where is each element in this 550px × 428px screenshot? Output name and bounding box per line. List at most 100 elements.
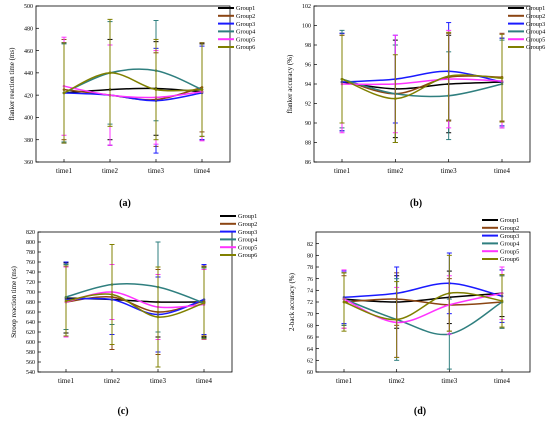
series-line-group6 bbox=[63, 72, 203, 94]
y-tick-label: 64 bbox=[307, 347, 313, 353]
x-tick-label: time1 bbox=[56, 167, 72, 175]
x-tick-label: time1 bbox=[58, 377, 74, 385]
x-tick-label: time3 bbox=[441, 167, 457, 175]
y-tick-label: 98 bbox=[305, 43, 311, 49]
y-tick-label: 66 bbox=[307, 335, 313, 341]
legend-label: Group3 bbox=[500, 233, 519, 240]
data-point bbox=[448, 291, 451, 295]
legend-label: Group1 bbox=[526, 5, 545, 12]
data-point bbox=[395, 318, 398, 321]
x-tick-label: time3 bbox=[441, 377, 457, 385]
series-line-group5 bbox=[341, 78, 503, 86]
x-tick-label: time1 bbox=[336, 377, 352, 385]
legend-label: Group3 bbox=[236, 21, 255, 28]
chart-panel-3: 540 560 580 600 620 640 660 680 700 720 740 760 780 8… bbox=[10, 213, 258, 417]
legend-label: Group1 bbox=[500, 217, 519, 224]
y-tick-label: 62 bbox=[307, 359, 313, 365]
data-point bbox=[394, 97, 397, 100]
data-point bbox=[202, 301, 206, 305]
x-tick-label: time2 bbox=[387, 167, 403, 175]
x-tick-label: time3 bbox=[148, 167, 164, 175]
y-tick-label: 760 bbox=[26, 260, 35, 266]
panel-label: (d) bbox=[414, 406, 426, 417]
x-tick-label: time4 bbox=[194, 167, 210, 175]
y-tick-label: 640 bbox=[26, 320, 35, 326]
data-point bbox=[500, 299, 504, 303]
y-tick-label: 78 bbox=[307, 265, 313, 271]
legend-label: Group3 bbox=[238, 229, 257, 236]
y-tick-label: 460 bbox=[24, 49, 33, 55]
y-tick-label: 92 bbox=[305, 102, 311, 108]
legend-label: Group6 bbox=[236, 44, 255, 51]
y-tick-label: 400 bbox=[24, 116, 33, 122]
data-point bbox=[154, 88, 158, 91]
y-axis-label: 2-back accuracy (%) bbox=[288, 272, 296, 331]
legend-label: Group2 bbox=[526, 13, 545, 20]
legend-label: Group3 bbox=[526, 21, 545, 28]
y-tick-label: 680 bbox=[26, 300, 35, 306]
x-tick-label: time1 bbox=[334, 167, 350, 175]
data-point bbox=[108, 71, 112, 75]
y-tick-label: 740 bbox=[26, 270, 35, 276]
y-axis-label: Stroop reaction time (ms) bbox=[10, 265, 18, 337]
y-tick-label: 380 bbox=[24, 138, 33, 144]
chart-panel-1: 360 380 400 420 440 460 480 500 time1 time2 time3 t… bbox=[8, 4, 256, 209]
x-tick-label: time2 bbox=[104, 377, 120, 385]
x-tick-label: time4 bbox=[494, 167, 510, 175]
y-tick-label: 86 bbox=[305, 160, 311, 166]
y-tick-label: 100 bbox=[302, 24, 311, 30]
y-tick-label: 88 bbox=[305, 141, 311, 147]
y-tick-label: 540 bbox=[26, 370, 35, 376]
y-tick-label: 76 bbox=[307, 277, 313, 283]
y-tick-label: 440 bbox=[24, 71, 33, 77]
legend-label: Group1 bbox=[236, 5, 255, 12]
y-tick-label: 620 bbox=[26, 330, 35, 336]
series-line-group5 bbox=[63, 85, 203, 99]
y-tick-label: 660 bbox=[26, 310, 35, 316]
legend-label: Group4 bbox=[238, 237, 258, 244]
y-tick-label: 560 bbox=[26, 360, 35, 366]
data-point bbox=[200, 88, 204, 91]
series-line-group6 bbox=[343, 291, 503, 321]
x-tick-label: time2 bbox=[102, 167, 118, 175]
y-tick-label: 60 bbox=[307, 370, 313, 376]
panel-label: (c) bbox=[117, 406, 128, 417]
y-tick-label: 96 bbox=[305, 63, 311, 69]
data-point bbox=[110, 293, 114, 296]
series-line-group4 bbox=[341, 78, 503, 98]
y-tick-label: 600 bbox=[26, 340, 35, 346]
legend-label: Group6 bbox=[500, 256, 519, 263]
y-tick-label: 80 bbox=[307, 254, 313, 260]
y-tick-label: 68 bbox=[307, 324, 313, 330]
legend-label: Group6 bbox=[238, 252, 257, 259]
legend-label: Group5 bbox=[238, 244, 257, 251]
y-tick-label: 720 bbox=[26, 280, 35, 286]
data-point bbox=[500, 76, 504, 80]
panel-label: (a) bbox=[119, 198, 131, 209]
series-line-group3 bbox=[65, 297, 205, 316]
chart-panel-4: 60 62 64 66 68 70 72 74 76 78 80 82 time1 time2 time3 t… bbox=[288, 217, 531, 417]
data-point bbox=[342, 300, 346, 304]
x-tick-label: time3 bbox=[150, 377, 166, 385]
y-axis-label: flanker accuracy (%) bbox=[286, 54, 294, 113]
legend-label: Group4 bbox=[526, 29, 546, 36]
y-tick-label: 82 bbox=[307, 242, 313, 248]
y-tick-label: 500 bbox=[24, 4, 33, 10]
legend-label: Group2 bbox=[500, 225, 519, 232]
y-tick-label: 72 bbox=[307, 300, 313, 306]
series-line-group6 bbox=[341, 74, 503, 100]
y-tick-label: 780 bbox=[26, 250, 35, 256]
data-point bbox=[62, 91, 66, 95]
y-tick-label: 90 bbox=[305, 121, 311, 127]
legend-label: Group4 bbox=[236, 29, 256, 36]
x-tick-label: time2 bbox=[389, 377, 405, 385]
series-line-group4 bbox=[65, 282, 205, 304]
series-line-group2 bbox=[343, 298, 503, 306]
legend-label: Group2 bbox=[238, 221, 257, 228]
y-axis-label: flanker reaction time (ms) bbox=[8, 47, 16, 121]
y-tick-label: 102 bbox=[302, 4, 311, 10]
